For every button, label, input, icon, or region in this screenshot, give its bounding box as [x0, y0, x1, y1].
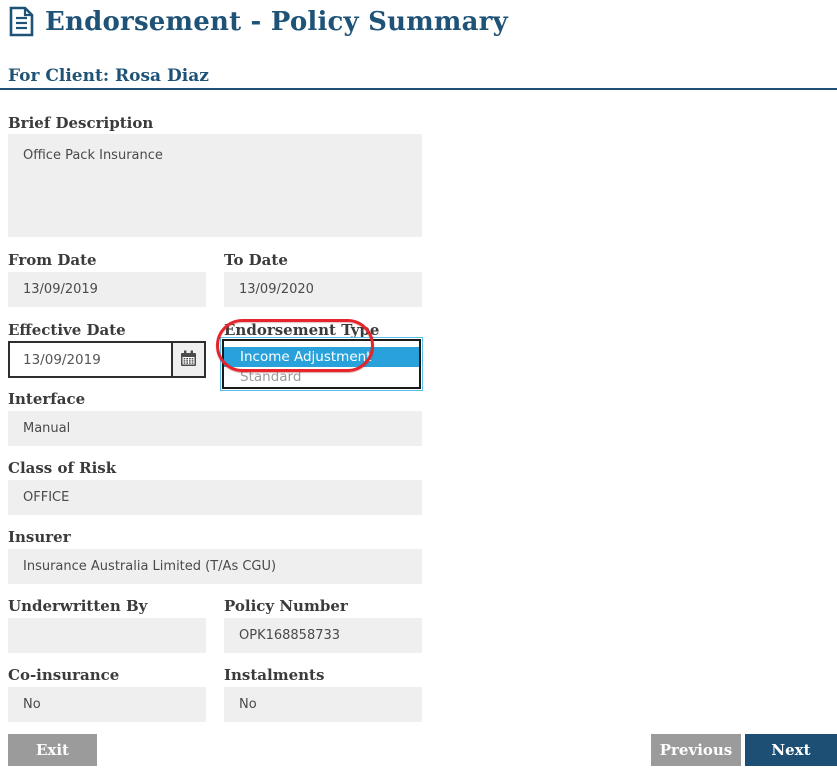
interface-field: Manual [8, 411, 422, 446]
document-icon [8, 6, 35, 37]
policy-number-field: OPK168858733 [224, 618, 422, 653]
to-date-field: 13/09/2020 [224, 272, 422, 307]
endorsement-type-listbox[interactable]: Income Adjustment Standard [220, 337, 423, 391]
brief-description-label: Brief Description [8, 114, 154, 132]
instalments-label: Instalments [224, 666, 325, 684]
previous-button[interactable]: Previous [651, 734, 741, 766]
page-header: Endorsement - Policy Summary [8, 6, 508, 37]
instalments-field: No [224, 687, 422, 722]
page-title: Endorsement - Policy Summary [45, 6, 508, 37]
effective-date-group [8, 341, 206, 378]
insurer-field: Insurance Australia Limited (T/As CGU) [8, 549, 422, 584]
class-of-risk-label: Class of Risk [8, 459, 117, 477]
co-insurance-field: No [8, 687, 206, 722]
effective-date-label: Effective Date [8, 321, 126, 339]
endorsement-type-label: Endorsement Type [224, 321, 380, 339]
calendar-button[interactable] [171, 343, 204, 376]
policy-number-label: Policy Number [224, 597, 348, 615]
client-subtitle: For Client: Rosa Diaz [8, 66, 209, 86]
endorsement-type-option-standard[interactable]: Standard [240, 369, 302, 385]
brief-description-field: Office Pack Insurance [8, 134, 422, 237]
underwritten-by-field [8, 618, 206, 653]
interface-label: Interface [8, 390, 86, 408]
exit-button[interactable]: Exit [8, 734, 97, 766]
header-divider [0, 88, 837, 90]
insurer-label: Insurer [8, 528, 71, 546]
to-date-label: To Date [224, 251, 288, 269]
effective-date-input[interactable] [10, 343, 171, 376]
next-button[interactable]: Next [745, 734, 837, 766]
from-date-label: From Date [8, 251, 97, 269]
co-insurance-label: Co-insurance [8, 666, 120, 684]
underwritten-by-label: Underwritten By [8, 597, 148, 615]
endorsement-type-option-income-adjustment[interactable]: Income Adjustment [224, 347, 419, 367]
calendar-icon [180, 350, 197, 370]
class-of-risk-field: OFFICE [8, 480, 422, 515]
from-date-field: 13/09/2019 [8, 272, 206, 307]
